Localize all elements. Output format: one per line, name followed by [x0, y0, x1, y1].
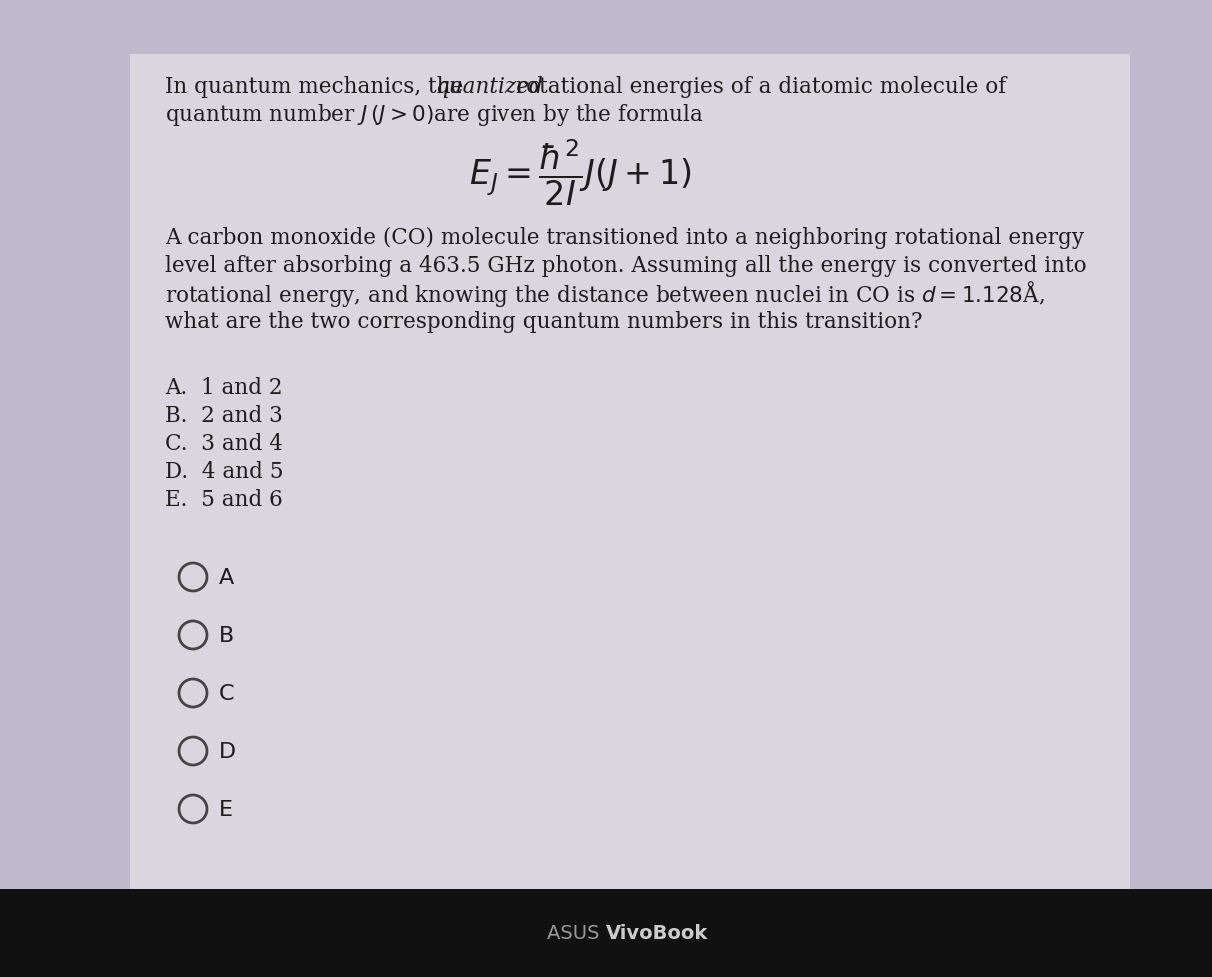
Text: A carbon monoxide (CO) molecule transitioned into a neighboring rotational energ: A carbon monoxide (CO) molecule transiti…	[165, 227, 1084, 249]
Text: C.  3 and 4: C. 3 and 4	[165, 433, 282, 454]
Text: $E_J = \dfrac{\hbar^2}{2I}J(J+1)$: $E_J = \dfrac{\hbar^2}{2I}J(J+1)$	[469, 138, 691, 208]
Text: A.  1 and 2: A. 1 and 2	[165, 376, 282, 399]
Text: quantized: quantized	[435, 76, 543, 98]
Text: rotational energy, and knowing the distance between nuclei in CO is $d = 1.128$Å: rotational energy, and knowing the dista…	[165, 278, 1045, 309]
Text: VivoBook: VivoBook	[606, 923, 708, 943]
Text: A: A	[219, 568, 234, 587]
Text: In quantum mechanics, the: In quantum mechanics, the	[165, 76, 470, 98]
Bar	[130, 55, 1130, 889]
Text: rotational energies of a diatomic molecule of: rotational energies of a diatomic molecu…	[509, 76, 1006, 98]
Text: D: D	[219, 742, 236, 761]
Text: B: B	[219, 625, 234, 646]
Text: level after absorbing a 463.5 GHz photon. Assuming all the energy is converted i: level after absorbing a 463.5 GHz photon…	[165, 255, 1087, 276]
Text: D.  4 and 5: D. 4 and 5	[165, 460, 284, 483]
Text: what are the two corresponding quantum numbers in this transition?: what are the two corresponding quantum n…	[165, 311, 922, 332]
Bar	[0, 889, 1212, 977]
Text: B.  2 and 3: B. 2 and 3	[165, 404, 282, 427]
Text: E.  5 and 6: E. 5 and 6	[165, 488, 282, 510]
Text: quantum number $J\,(J > 0)$are given by the formula: quantum number $J\,(J > 0)$are given by …	[165, 102, 704, 128]
Text: E: E	[219, 799, 233, 819]
Text: C: C	[219, 683, 234, 703]
Text: ASUS: ASUS	[548, 923, 606, 943]
